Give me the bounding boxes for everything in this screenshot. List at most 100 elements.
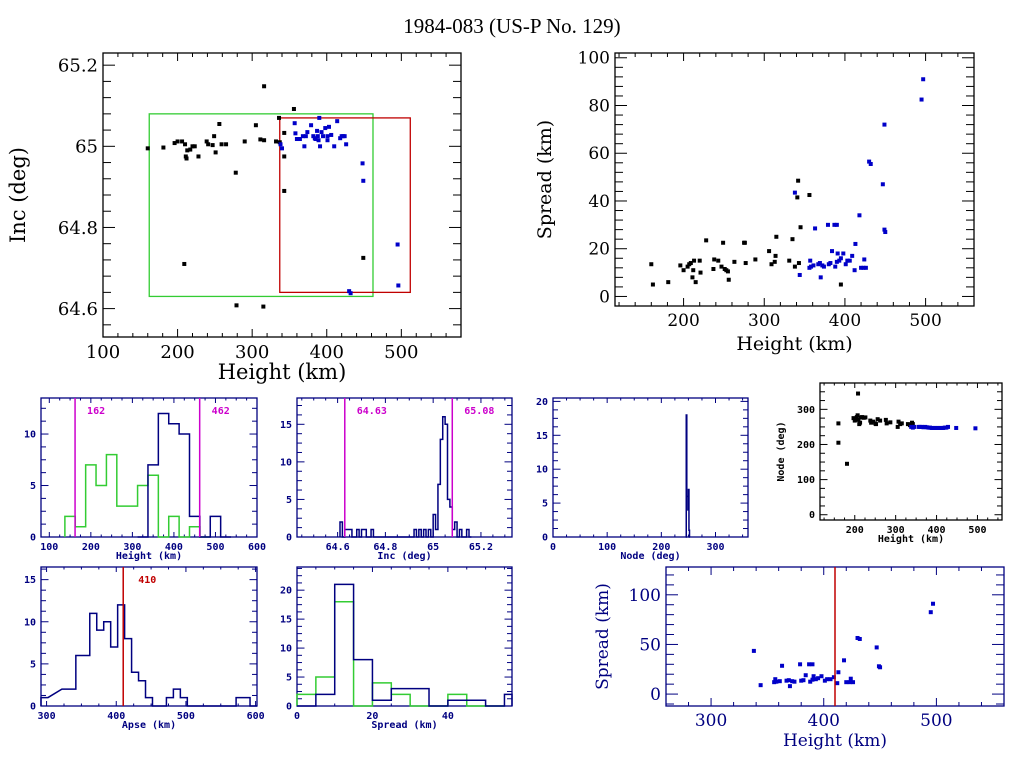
data-point-blue — [825, 677, 830, 682]
data-point-black — [807, 193, 812, 198]
y-axis-label: Inc (deg) — [6, 147, 30, 243]
x-tick-label: 300 — [38, 711, 56, 722]
data-point-black — [910, 422, 915, 427]
data-point-blue — [801, 678, 806, 683]
data-point-black — [242, 139, 247, 144]
x-tick-label: 100 — [40, 542, 58, 553]
y-tick-label: 5 — [286, 495, 292, 506]
x-tick-label: 200 — [652, 542, 670, 553]
data-point-blue — [912, 424, 917, 429]
data-point-blue — [880, 182, 885, 187]
histogram-bar-green — [391, 694, 410, 706]
data-point-blue — [803, 673, 808, 678]
x-tick-label: 100 — [86, 342, 120, 363]
x-tick-label: 65.2 — [469, 542, 493, 553]
histogram-bar-blue — [436, 529, 438, 537]
x-tick-label: 500 — [177, 711, 195, 722]
spread-vs-height-chart: 200 300 400 500 0 20 40 60 80 100 Height (km) Sprea… — [534, 49, 975, 355]
y-tick-label: 10 — [280, 457, 292, 468]
data-point-blue — [835, 681, 840, 686]
y-tick-label: 65.2 — [58, 55, 98, 76]
histogram-blue — [297, 583, 513, 707]
data-point-black — [726, 277, 731, 282]
histogram-bar-green — [86, 465, 96, 537]
data-point-blue — [784, 678, 789, 683]
data-point-blue — [852, 268, 857, 273]
plot-frame — [40, 566, 258, 707]
data-point-black — [182, 261, 187, 266]
data-point-black — [261, 304, 266, 309]
data-point-blue — [772, 680, 777, 685]
data-point-black — [875, 417, 880, 422]
data-point-black — [719, 264, 724, 269]
data-point-black — [742, 240, 747, 245]
x-tick-label: 400 — [928, 525, 946, 536]
data-point-blue — [867, 159, 872, 164]
data-point-blue — [828, 261, 833, 266]
data-point-black — [212, 134, 217, 139]
data-point-blue — [841, 251, 846, 256]
data-point-blue — [797, 272, 802, 277]
data-point-black — [858, 420, 863, 425]
data-point-blue — [758, 683, 763, 688]
y-tick-label: 10 — [280, 644, 292, 655]
data-point-blue — [792, 190, 797, 195]
data-point-black — [692, 258, 697, 263]
data-point-blue — [798, 662, 803, 667]
histogram-bar-green — [372, 683, 391, 706]
data-point-blue — [855, 635, 860, 640]
histogram-bar-blue — [179, 434, 189, 537]
x-tick-label: 40 — [442, 711, 454, 722]
data-point-blue — [360, 161, 365, 166]
data-point-black — [838, 282, 843, 287]
data-point-blue — [792, 679, 797, 684]
data-point-black — [196, 154, 201, 159]
data-point-blue — [325, 138, 330, 143]
data-point-black — [798, 225, 803, 230]
threshold-label: 162 — [87, 406, 105, 417]
data-point-blue — [863, 265, 868, 270]
data-point-blue — [821, 264, 826, 269]
histogram-bar-green — [65, 516, 75, 537]
x-tick-label: 500 — [920, 711, 952, 731]
data-point-blue — [842, 658, 847, 663]
y-tick-label: 15 — [536, 431, 548, 442]
histogram-bar-green — [297, 694, 316, 706]
y-tick-label: 20 — [588, 240, 610, 260]
x-tick-label: 200 — [667, 311, 699, 331]
histogram-bar-blue — [410, 689, 429, 706]
x-tick-label: 0 — [550, 542, 556, 553]
data-point-black — [253, 123, 258, 128]
histogram-bar-blue — [76, 655, 83, 706]
x-tick-label: 300 — [123, 542, 141, 553]
data-point-blue — [859, 265, 864, 270]
data-point-black — [274, 139, 279, 144]
y-tick-label: 10 — [24, 430, 36, 441]
data-point-black — [743, 261, 748, 266]
histogram-bar-blue — [104, 622, 111, 706]
data-point-blue — [315, 128, 320, 133]
data-point-blue — [332, 144, 337, 149]
data-point-black — [224, 142, 229, 147]
data-point-blue — [850, 253, 855, 258]
data-point-blue — [819, 674, 824, 679]
data-point-black — [145, 146, 150, 151]
data-point-black — [774, 234, 779, 239]
data-point-black — [725, 269, 730, 274]
data-point-blue — [857, 636, 862, 641]
y-tick-label: 15 — [280, 615, 292, 626]
spread-vs-height-blue-chart: 300 400 500 0 50 100 Height (km) Spread (km) — [593, 566, 1005, 751]
data-point-blue — [921, 77, 926, 82]
histogram-bar-blue — [132, 672, 139, 706]
data-point-blue — [931, 601, 936, 606]
histogram-blue — [40, 604, 257, 707]
data-point-black — [277, 115, 282, 120]
data-point-black — [175, 139, 180, 144]
x-tick-label: 600 — [248, 542, 266, 553]
data-point-blue — [309, 123, 314, 128]
data-point-blue — [335, 119, 340, 124]
data-point-blue — [861, 265, 866, 270]
data-point-black — [282, 154, 287, 159]
data-point-blue — [305, 130, 310, 135]
